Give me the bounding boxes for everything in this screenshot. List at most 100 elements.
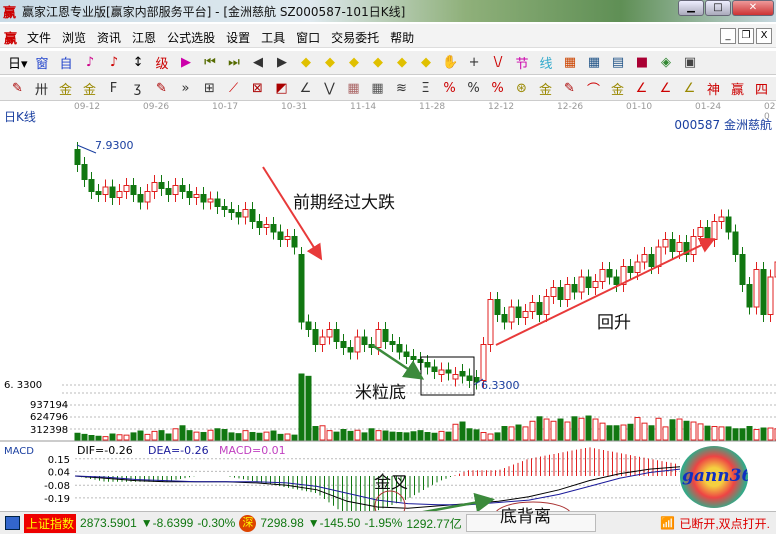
pen3-icon[interactable]: ✎ bbox=[564, 81, 575, 96]
gold-2-icon[interactable]: 金 bbox=[82, 83, 96, 98]
grid2-icon[interactable]: ▦ bbox=[371, 81, 384, 96]
gold-circle-icon[interactable]: ⊛ bbox=[516, 81, 527, 96]
candle-body bbox=[214, 198, 221, 207]
percent-fan-icon[interactable]: % bbox=[443, 81, 456, 96]
notes-icon[interactable]: ▤ bbox=[611, 55, 625, 70]
minimize-button[interactable]: ▁ bbox=[678, 0, 704, 16]
spiral-icon[interactable]: ʒ bbox=[133, 81, 142, 96]
box-icon[interactable]: ⊞ bbox=[204, 81, 215, 96]
candle-dropdown-icon[interactable]: ↕ bbox=[132, 55, 144, 70]
status-scrollbar[interactable] bbox=[465, 514, 596, 532]
mdi-close-button[interactable]: X bbox=[756, 28, 772, 44]
wave-icon[interactable]: ⋁ bbox=[324, 81, 335, 96]
candle-body bbox=[221, 206, 228, 210]
maximize-button[interactable]: □ bbox=[705, 0, 731, 16]
candle-body bbox=[459, 371, 466, 377]
volume-bar bbox=[396, 432, 403, 441]
god-icon[interactable]: 神 bbox=[706, 83, 720, 98]
gold-line-icon[interactable]: 金 bbox=[538, 83, 552, 98]
gold-angle-icon[interactable]: ∠ bbox=[683, 81, 696, 96]
mdi-minimize-button[interactable]: _ bbox=[720, 28, 736, 44]
candle-body bbox=[655, 246, 662, 267]
kline-9-icon[interactable]: ♪ bbox=[109, 55, 119, 70]
indicator-icon[interactable]: 级 bbox=[155, 57, 169, 72]
crosshair-icon[interactable]: + bbox=[468, 55, 480, 70]
connection-status[interactable]: 已断开,双点打开. bbox=[679, 516, 770, 531]
gold3-icon[interactable]: 金 bbox=[610, 83, 624, 98]
flag-icon[interactable]: ▶ bbox=[181, 55, 192, 70]
menu-item-2[interactable]: 资讯 bbox=[97, 31, 122, 45]
gann-box-icon[interactable]: ⊠ bbox=[252, 81, 263, 96]
line-icon[interactable]: \/ bbox=[493, 55, 503, 70]
index-name[interactable]: 上证指数 bbox=[24, 513, 77, 533]
gann-fan-icon[interactable]: ◩ bbox=[275, 81, 288, 96]
diamond-right-icon[interactable]: ◆ bbox=[325, 55, 336, 70]
more-icon[interactable]: » bbox=[181, 81, 190, 96]
mdi-restore-button[interactable]: ❐ bbox=[738, 28, 754, 44]
connection-icon[interactable]: 📶 bbox=[660, 516, 676, 530]
arc-icon[interactable]: ⌒ bbox=[586, 83, 600, 98]
left-icon[interactable]: ◀ bbox=[253, 55, 264, 70]
period-dropdown-icon[interactable]: 日▾ bbox=[8, 57, 28, 72]
volume-bar bbox=[550, 420, 557, 441]
diamond-shrink-icon[interactable]: ◆ bbox=[373, 55, 384, 70]
fib-icon[interactable]: F bbox=[109, 81, 118, 96]
menu-item-8[interactable]: 交易委托 bbox=[331, 31, 380, 45]
volume-bar bbox=[74, 432, 81, 441]
dif-value: DIF=-0.26 bbox=[77, 444, 133, 457]
f-angle-icon[interactable]: ∠ bbox=[659, 81, 672, 96]
menu-item-4[interactable]: 公式选股 bbox=[167, 31, 216, 45]
candle-body bbox=[277, 231, 284, 240]
multi-line-icon[interactable]: ≋ bbox=[396, 81, 407, 96]
diamond-expand-icon[interactable]: ◆ bbox=[349, 55, 360, 70]
close-button[interactable]: ✕ bbox=[732, 0, 774, 16]
save-icon[interactable]: ■ bbox=[635, 55, 649, 70]
right-icon[interactable]: ▶ bbox=[277, 55, 288, 70]
menu-item-6[interactable]: 工具 bbox=[261, 31, 286, 45]
candle-body bbox=[151, 182, 158, 192]
menu-item-1[interactable]: 浏览 bbox=[62, 31, 87, 45]
line-style-icon[interactable]: 线 bbox=[539, 57, 553, 72]
date-tick: 02-0 bbox=[764, 102, 776, 122]
candle-body bbox=[536, 302, 543, 315]
parallel-icon[interactable]: 卅 bbox=[34, 83, 48, 98]
volume-tick: 937194 bbox=[30, 400, 68, 411]
self-select-icon[interactable]: 自 bbox=[59, 57, 73, 72]
volume-bar bbox=[767, 427, 774, 441]
menu-item-0[interactable]: 文件 bbox=[27, 31, 52, 45]
window-icon[interactable]: 窗 bbox=[35, 57, 49, 72]
diamond-up-icon[interactable]: ◆ bbox=[397, 55, 408, 70]
percent-line-icon[interactable]: % bbox=[491, 81, 504, 96]
win-icon[interactable]: 赢 bbox=[730, 83, 744, 98]
calendar-icon[interactable]: ▦ bbox=[563, 55, 577, 70]
menu-item-3[interactable]: 江恩 bbox=[132, 31, 157, 45]
pen2-icon[interactable]: ✎ bbox=[156, 81, 167, 96]
hand-icon[interactable]: ✋ bbox=[441, 55, 459, 70]
grid-icon[interactable]: ▦ bbox=[347, 81, 360, 96]
candle-body bbox=[487, 299, 494, 345]
gold-1-icon[interactable]: 金 bbox=[58, 83, 72, 98]
four-icon[interactable]: 四 bbox=[754, 83, 768, 98]
diamond-down-icon[interactable]: ◆ bbox=[421, 55, 432, 70]
last-icon[interactable]: ⏭ bbox=[228, 55, 240, 70]
diamond-left-icon[interactable]: ◆ bbox=[301, 55, 312, 70]
kline-5-icon[interactable]: ♪ bbox=[85, 55, 95, 70]
candle-body bbox=[564, 284, 571, 300]
menu-item-5[interactable]: 设置 bbox=[226, 31, 251, 45]
angle-icon[interactable]: ∠ bbox=[299, 81, 312, 96]
calendar-icon[interactable] bbox=[5, 516, 20, 530]
pen-icon[interactable]: ✎ bbox=[12, 81, 23, 96]
ruler-icon[interactable]: Ξ bbox=[421, 81, 430, 96]
network-icon[interactable]: ◈ bbox=[661, 55, 672, 70]
festival-icon[interactable]: 节 bbox=[515, 57, 529, 72]
j-angle-icon[interactable]: ∠ bbox=[635, 81, 648, 96]
trade-icon[interactable]: ▣ bbox=[683, 55, 697, 70]
percent-icon[interactable]: % bbox=[467, 81, 480, 96]
first-icon[interactable]: ⏮ bbox=[204, 55, 216, 70]
calculator-icon[interactable]: ▦ bbox=[587, 55, 601, 70]
menu-item-9[interactable]: 帮助 bbox=[390, 31, 415, 45]
fan-icon[interactable]: ⟋ bbox=[228, 81, 239, 96]
volume-bar bbox=[88, 435, 95, 441]
menu-item-7[interactable]: 窗口 bbox=[296, 31, 321, 45]
